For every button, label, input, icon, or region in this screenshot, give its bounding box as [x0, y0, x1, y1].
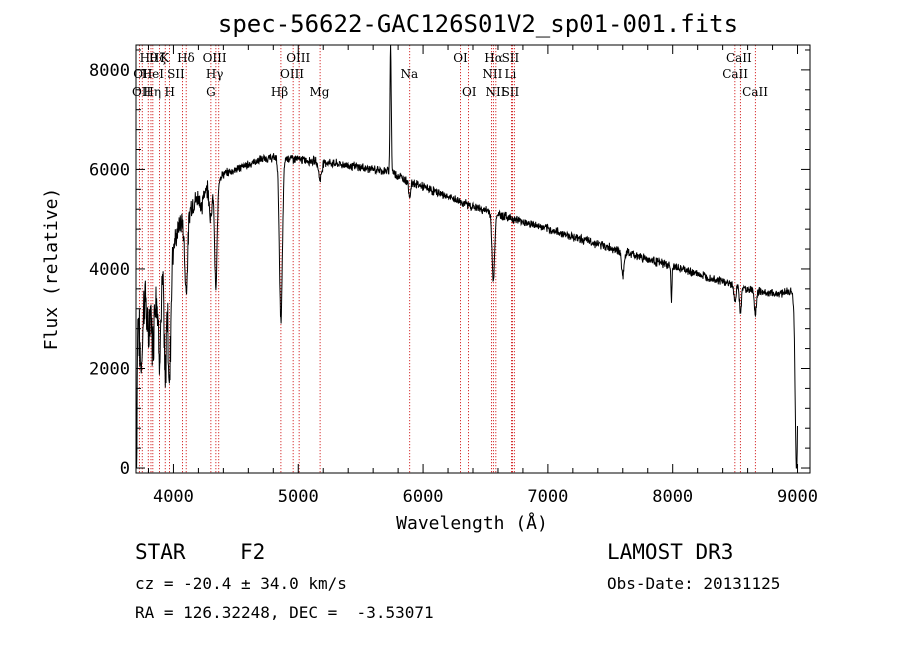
marker-label-hζ: Hζ: [149, 51, 166, 65]
y-tick-label: 0: [120, 459, 130, 479]
marker-label-li: Li: [505, 67, 517, 81]
marker-label-caii: CaII: [726, 51, 752, 65]
marker-label-oi: OI: [462, 85, 477, 99]
spectrum-line: [135, 44, 798, 469]
marker-label-sii: SII: [502, 85, 520, 99]
y-tick-label: 8000: [89, 61, 130, 81]
y-tick-label: 6000: [89, 160, 130, 180]
observation-date: Obs-Date: 20131125: [607, 574, 781, 593]
marker-label-oi: OI: [453, 51, 468, 65]
marker-label-hα: Hα: [484, 51, 503, 65]
marker-label-hδ: Hδ: [177, 51, 195, 65]
marker-label-sii: SII: [502, 51, 520, 65]
marker-label-oii: OII: [132, 85, 152, 99]
marker-label-k: K: [160, 51, 170, 65]
line-marker-labels: OII OII Hθ HeI Hη HζK H SII Hδ G Hγ OIII Hβ OIII OIII M…: [132, 51, 768, 99]
plot-frame: [135, 44, 811, 474]
coordinates: RA = 126.32248, DEC = -3.53071: [135, 603, 434, 622]
marker-label-g: G: [206, 85, 216, 99]
marker-label-na: Na: [401, 67, 419, 81]
marker-label-oiii: OIII: [280, 67, 304, 81]
marker-label-sii: SII: [167, 67, 185, 81]
marker-label-h: H: [164, 85, 174, 99]
axis-tick-labels: 4000 5000 6000 7000 8000 9000 0 2000 4000 6000 800…: [89, 61, 818, 507]
object-class: STAR: [135, 540, 186, 564]
marker-label-oiii: OIII: [286, 51, 310, 65]
line-markers: [138, 45, 756, 473]
marker-label-nii: NII: [482, 67, 502, 81]
redshift-value: cz = -20.4 ± 34.0 km/s: [135, 574, 347, 593]
x-tick-label: 5000: [278, 487, 319, 507]
marker-label-caii: CaII: [742, 85, 768, 99]
marker-label-caii: CaII: [722, 67, 748, 81]
survey-name: LAMOST DR3: [607, 540, 734, 564]
x-tick-label: 9000: [777, 487, 818, 507]
marker-label-mg: Mg: [309, 85, 329, 99]
marker-label-oii: OII: [133, 67, 153, 81]
marker-label-hγ: Hγ: [206, 67, 224, 81]
x-tick-label: 4000: [153, 487, 194, 507]
marker-label-nii: NII: [485, 85, 505, 99]
x-axis-label: Wavelength (Å): [396, 512, 548, 534]
marker-label-hη: Hη: [143, 85, 161, 99]
chart-title: spec-56622-GAC126S01V2_sp01-001.fits: [218, 10, 738, 38]
x-tick-label: 8000: [652, 487, 693, 507]
marker-label-hθ: Hθ: [140, 51, 158, 65]
marker-label-hβ: Hβ: [271, 85, 288, 99]
x-tick-label: 7000: [527, 487, 568, 507]
marker-label-hei: HeI: [142, 67, 165, 81]
axis-ticks: [136, 45, 810, 473]
y-tick-label: 2000: [89, 359, 130, 379]
x-tick-label: 6000: [403, 487, 444, 507]
y-tick-label: 4000: [89, 260, 130, 280]
y-axis-label: Flux (relative): [41, 188, 62, 351]
object-subclass: F2: [240, 540, 266, 564]
marker-label-oiii: OIII: [203, 51, 227, 65]
